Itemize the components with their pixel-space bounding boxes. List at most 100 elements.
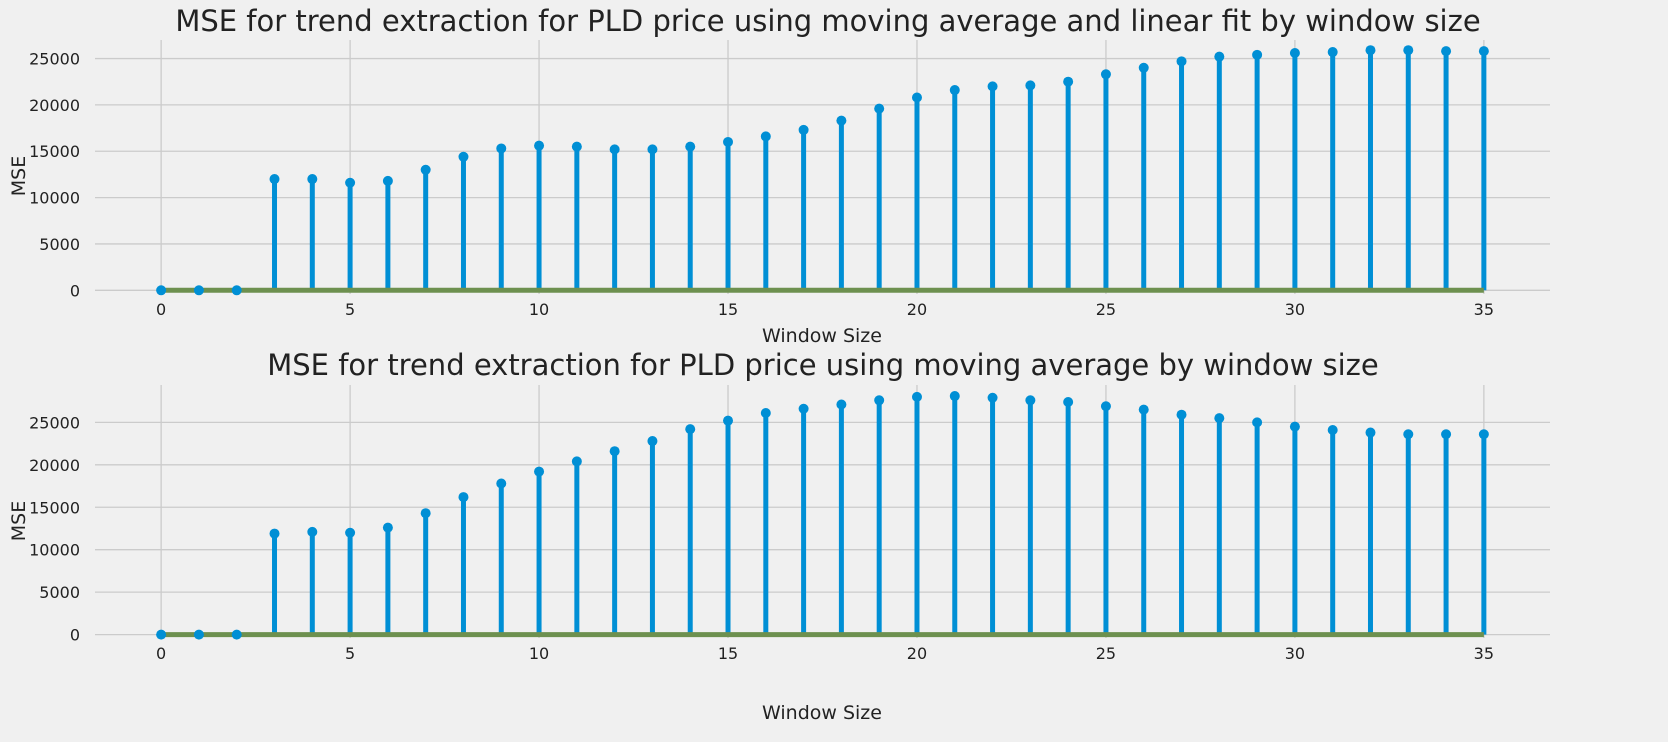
chart-2-marker	[156, 629, 167, 640]
chart-2-y-tick-label: 5000	[39, 583, 80, 602]
chart-1-marker	[1289, 47, 1300, 58]
chart-1-title: MSE for trend extraction for PLD price u…	[175, 4, 1480, 38]
chart-1-marker	[571, 141, 582, 152]
chart-1-marker	[193, 285, 204, 296]
chart-2-marker	[1441, 429, 1452, 440]
chart-1-x-tick-label: 35	[1474, 300, 1494, 319]
chart-1-markers	[156, 45, 1489, 296]
chart-2-x-tick-label: 20	[907, 644, 927, 663]
chart-1-x-tick-label: 5	[345, 300, 355, 319]
chart-2-marker	[1478, 429, 1489, 440]
chart-1-x-ticks: 0 5 10 15 20 25 30 35	[156, 300, 1494, 319]
chart-2-marker	[1403, 429, 1414, 440]
chart-2-marker	[1252, 417, 1263, 428]
chart-2-marker	[269, 528, 280, 539]
chart-1-marker	[1478, 46, 1489, 57]
chart-1-marker	[496, 143, 507, 154]
chart-2-marker	[1025, 395, 1036, 406]
chart-1-x-tick-label: 25	[1096, 300, 1116, 319]
chart-1-marker	[1100, 69, 1111, 80]
chart-2-marker	[1214, 413, 1225, 424]
chart-1-marker	[1327, 47, 1338, 58]
chart-1-x-tick-label: 10	[529, 300, 549, 319]
chart-2-marker	[458, 492, 469, 503]
chart-1-marker	[1214, 51, 1225, 62]
chart-2-marker	[1138, 404, 1149, 415]
chart-1-marker	[231, 285, 242, 296]
chart-2-marker	[420, 508, 431, 519]
chart-2-marker	[307, 526, 318, 537]
chart-1-y-tick-label: 20000	[29, 96, 80, 115]
chart-2-marker	[760, 408, 771, 419]
chart-2-x-axis-label: Window Size	[762, 702, 882, 724]
chart-1-marker	[1252, 49, 1263, 60]
chart-1-marker	[685, 141, 696, 152]
chart-2-marker	[798, 403, 809, 414]
chart-2-marker	[193, 629, 204, 640]
chart-1-marker	[874, 103, 885, 114]
chart-panel-2: MSE for trend extraction for PLD price u…	[8, 348, 1550, 724]
chart-2-marker	[1063, 396, 1074, 407]
chart-1-marker	[723, 136, 734, 147]
chart-1-marker	[609, 144, 620, 155]
chart-2-marker	[1327, 424, 1338, 435]
chart-2-y-ticks: 0 5000 10000 15000 20000 25000	[29, 413, 80, 644]
chart-1-marker	[420, 164, 431, 175]
chart-1-marker	[798, 124, 809, 135]
chart-1-y-tick-label: 25000	[29, 50, 80, 69]
chart-2-marker	[685, 424, 696, 435]
chart-1-marker	[987, 81, 998, 92]
chart-2-marker	[496, 478, 507, 489]
chart-2-marker	[1365, 427, 1376, 438]
chart-panel-1: MSE for trend extraction for PLD price u…	[8, 4, 1550, 347]
chart-1-marker	[760, 131, 771, 142]
chart-2-x-tick-label: 30	[1285, 644, 1305, 663]
chart-1-y-tick-label: 5000	[39, 235, 80, 254]
chart-1-x-tick-label: 15	[718, 300, 738, 319]
chart-1-marker	[1403, 45, 1414, 56]
chart-2-y-tick-label: 0	[70, 626, 80, 645]
chart-2-y-tick-label: 15000	[29, 498, 80, 517]
chart-1-x-tick-label: 30	[1285, 300, 1305, 319]
chart-2-marker	[987, 392, 998, 403]
chart-1-x-axis-label: Window Size	[762, 325, 882, 347]
chart-2-stems	[272, 396, 1487, 635]
chart-1-marker	[307, 174, 318, 185]
chart-2-marker	[723, 415, 734, 426]
chart-1-y-tick-label: 15000	[29, 142, 80, 161]
chart-2-marker	[571, 456, 582, 467]
chart-2-marker	[1100, 401, 1111, 412]
chart-2-marker	[911, 391, 922, 402]
chart-2-y-tick-label: 10000	[29, 541, 80, 560]
chart-2-x-tick-label: 10	[529, 644, 549, 663]
chart-2-title: MSE for trend extraction for PLD price u…	[267, 348, 1379, 382]
chart-2-marker	[1289, 421, 1300, 432]
chart-2-marker	[609, 446, 620, 457]
chart-2-x-tick-label: 25	[1096, 644, 1116, 663]
chart-2-x-tick-label: 5	[345, 644, 355, 663]
chart-2-markers	[156, 391, 1489, 640]
chart-2-y-tick-label: 20000	[29, 456, 80, 475]
chart-2-marker	[874, 395, 885, 406]
chart-1-marker	[647, 144, 658, 155]
chart-1-marker	[1025, 80, 1036, 91]
chart-1-marker	[949, 85, 960, 96]
chart-2-marker	[1176, 409, 1187, 420]
chart-2-x-ticks: 0 5 10 15 20 25 30 35	[156, 644, 1494, 663]
chart-1-marker	[1441, 46, 1452, 57]
chart-2-marker	[647, 436, 658, 447]
chart-2-y-tick-label: 25000	[29, 413, 80, 432]
chart-2-marker	[382, 522, 393, 533]
chart-1-marker	[345, 177, 356, 188]
chart-2-marker	[836, 399, 847, 410]
chart-1-y-axis-label: MSE	[8, 156, 30, 196]
chart-2-marker	[949, 391, 960, 402]
chart-2-y-axis-label: MSE	[8, 501, 30, 541]
chart-1-y-tick-label: 10000	[29, 189, 80, 208]
chart-1-marker	[269, 174, 280, 185]
chart-2-marker	[231, 629, 242, 640]
chart-1-marker	[382, 175, 393, 186]
chart-1-marker	[911, 92, 922, 103]
chart-1-x-tick-label: 0	[156, 300, 166, 319]
